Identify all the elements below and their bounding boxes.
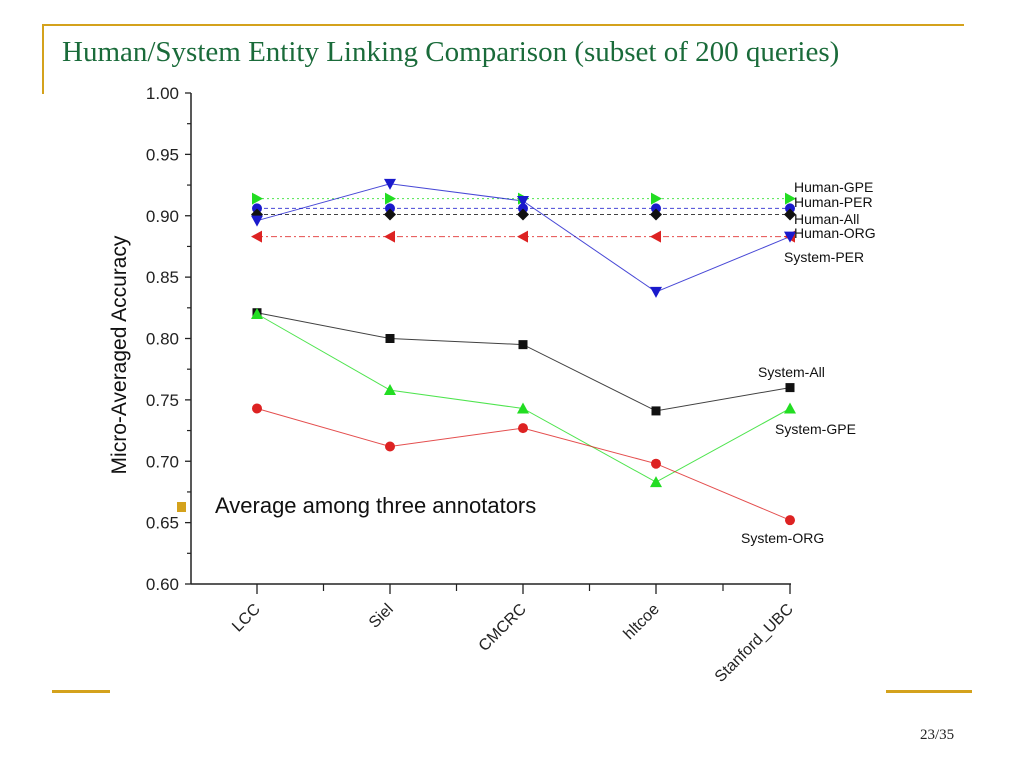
footer-rule-left	[52, 690, 110, 693]
data-point-human-per	[385, 203, 395, 214]
data-point-system-gpe	[517, 402, 529, 414]
y-tick-label: 0.80	[146, 330, 179, 349]
page-number: 23/35	[920, 727, 955, 743]
y-tick-label: 0.75	[146, 391, 179, 410]
series-line-system-all	[256, 312, 791, 412]
slide-title: Human/System Entity Linking Comparison (…	[62, 36, 840, 68]
x-tick-label: hltcoe	[621, 601, 663, 643]
data-point-human-per	[252, 203, 262, 214]
series-label-system-per: System-PER	[784, 249, 864, 265]
x-tick-label: Siel	[366, 601, 397, 632]
data-point-human-all	[784, 208, 796, 221]
data-point-system-per	[517, 196, 529, 208]
data-point-human-org	[384, 230, 395, 243]
data-point-system-org	[785, 515, 795, 526]
x-tick-label: CMCRC	[476, 601, 530, 655]
data-point-human-gpe	[651, 192, 662, 205]
y-axis-label: Micro-Averaged Accuracy	[108, 235, 131, 474]
data-point-system-per	[650, 286, 662, 298]
data-point-system-all	[651, 406, 661, 416]
y-tick-label: 0.85	[146, 268, 179, 287]
data-point-human-per	[785, 203, 795, 214]
title-top-rule	[42, 24, 964, 26]
x-tick-label: Stanford_UBC	[712, 601, 797, 686]
data-point-system-all	[518, 340, 528, 350]
data-point-system-gpe	[251, 307, 263, 319]
data-point-human-gpe	[252, 192, 263, 205]
data-point-system-org	[252, 403, 262, 414]
x-tick-label: LCC	[229, 601, 264, 636]
data-point-system-all	[385, 334, 395, 343]
data-point-system-per	[784, 231, 796, 243]
data-point-human-org	[251, 230, 262, 243]
data-point-system-per	[384, 178, 396, 190]
y-tick-label: 0.60	[146, 575, 179, 594]
data-point-system-org	[385, 441, 395, 452]
data-point-human-org	[650, 230, 661, 243]
y-tick-label: 1.00	[146, 84, 179, 103]
footer-rule-right	[886, 690, 972, 693]
series-label-system-gpe: System-GPE	[775, 421, 856, 437]
series-label-system-all: System-All	[758, 364, 825, 380]
data-point-system-org	[651, 458, 661, 469]
series-label-system-org: System-ORG	[741, 530, 824, 546]
y-tick-label: 0.70	[146, 452, 179, 471]
data-point-system-org	[518, 423, 528, 434]
data-point-human-gpe	[785, 192, 796, 205]
y-tick-label: 0.95	[146, 145, 179, 164]
series-label-human-per: Human-PER	[794, 194, 873, 210]
data-point-human-gpe	[385, 192, 396, 205]
y-tick-label: 0.65	[146, 514, 179, 533]
data-point-system-all	[785, 383, 795, 393]
data-point-human-org	[517, 230, 528, 243]
series-label-human-gpe: Human-GPE	[794, 179, 873, 195]
data-point-human-per	[518, 203, 528, 214]
series-label-human-all: Human-All	[794, 211, 859, 227]
y-tick-label: 0.90	[146, 207, 179, 226]
bullet-square-icon	[177, 502, 186, 512]
data-point-human-all	[650, 208, 662, 221]
data-point-system-per	[251, 215, 263, 227]
data-point-system-gpe	[784, 402, 796, 414]
data-point-system-gpe	[650, 476, 662, 488]
data-point-human-per	[651, 203, 661, 214]
data-point-human-all	[517, 208, 529, 221]
title-left-rule	[42, 24, 44, 94]
data-point-system-gpe	[384, 384, 396, 396]
series-line-system-gpe	[256, 313, 791, 483]
annotation-text: Average among three annotators	[215, 493, 537, 518]
data-point-human-all	[384, 208, 396, 221]
series-label-human-org: Human-ORG	[794, 225, 876, 241]
